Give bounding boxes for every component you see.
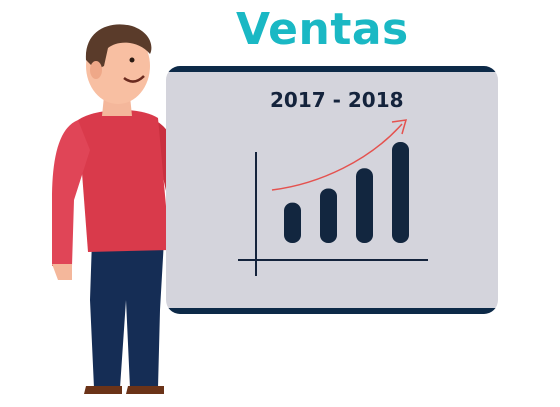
years-subtitle: 2017 - 2018 bbox=[270, 88, 404, 112]
bar-3 bbox=[356, 168, 373, 243]
hair bbox=[85, 24, 152, 70]
bar-4 bbox=[392, 142, 409, 243]
bar-series bbox=[284, 142, 409, 243]
left-arm bbox=[52, 120, 90, 266]
ear bbox=[90, 61, 102, 79]
smile bbox=[123, 75, 145, 83]
pants bbox=[90, 240, 164, 388]
bar-1 bbox=[284, 202, 301, 243]
eye bbox=[129, 57, 135, 63]
shirt bbox=[78, 109, 170, 252]
left-shoe bbox=[84, 386, 122, 394]
left-hand bbox=[52, 264, 72, 280]
board-top-frame bbox=[166, 66, 498, 72]
right-shoe bbox=[126, 386, 164, 394]
board-bottom-frame bbox=[166, 308, 498, 314]
page-title: Ventas bbox=[236, 4, 409, 55]
trend-arrow bbox=[271, 123, 403, 191]
bar-2 bbox=[320, 188, 337, 243]
trend-arrow-head bbox=[391, 119, 408, 135]
